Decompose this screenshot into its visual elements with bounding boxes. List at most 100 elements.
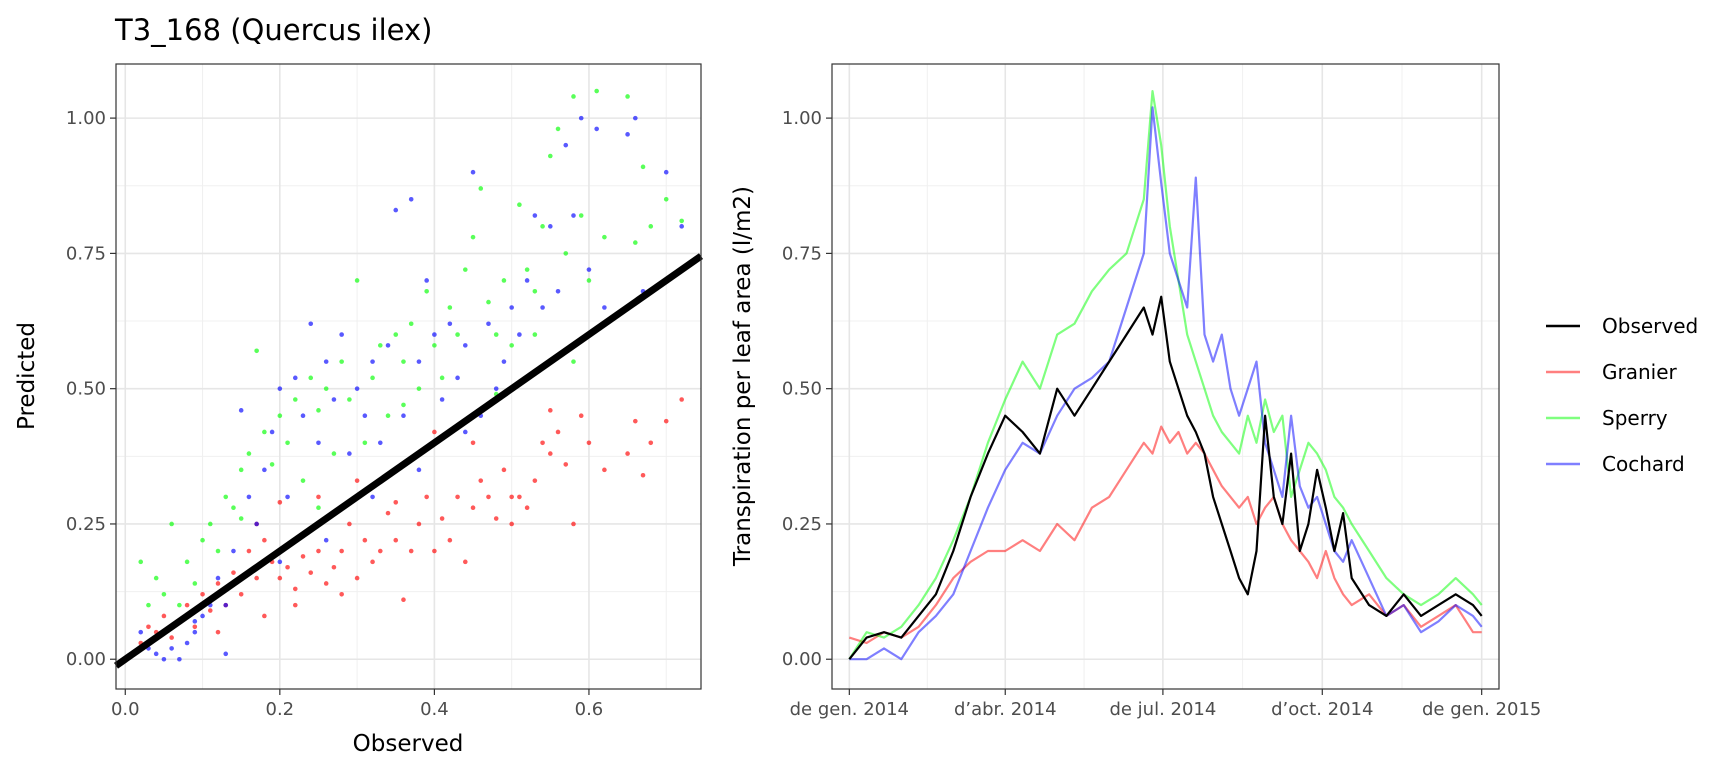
scatter-point-cochard <box>223 651 229 657</box>
scatter-point-granier <box>393 500 399 505</box>
scatter-x-axis-label: Observed <box>353 731 464 757</box>
scatter-point-granier <box>354 478 360 483</box>
scatter-point-sperry <box>447 305 453 310</box>
scatter-point-granier <box>679 397 684 402</box>
scatter-y-tick-label: 0.00 <box>66 649 106 670</box>
scatter-point-granier <box>262 613 267 619</box>
scatter-point-sperry <box>362 440 368 446</box>
scatter-point-sperry <box>323 386 329 391</box>
scatter-point-granier <box>648 440 654 446</box>
legend-item-granier: Granier <box>1546 360 1678 384</box>
scatter-point-cochard <box>555 288 561 294</box>
timeseries-major-grid <box>832 64 1499 689</box>
scatter-point-cochard <box>408 196 414 202</box>
scatter-point-granier <box>316 548 321 554</box>
scatter-point-sperry <box>594 88 599 94</box>
scatter-point-sperry <box>377 343 383 348</box>
timeseries-x-ticks: de gen. 2014 d’abr. 2014 de jul. 2014 d’oct… <box>790 689 1541 720</box>
legend-label: Observed <box>1602 314 1698 338</box>
scatter-point-granier <box>300 554 306 559</box>
scatter-plot-area <box>116 64 701 689</box>
scatter-point-cochard <box>509 305 514 310</box>
scatter-point-cochard <box>663 169 669 175</box>
timeseries-y-axis-label: Transpiration per leaf area (l/m2) <box>730 186 756 567</box>
scatter-point-sperry <box>648 224 654 229</box>
scatter-point-sperry <box>393 332 399 337</box>
timeseries-lines <box>848 90 1483 661</box>
scatter-point-granier <box>385 510 391 516</box>
scatter-point-cochard <box>246 494 252 500</box>
legend-item-observed: Observed <box>1546 314 1698 338</box>
scatter-point-granier <box>292 602 298 608</box>
scatter-point-granier <box>578 413 584 419</box>
scatter-point-granier <box>486 494 491 500</box>
scatter-point-granier <box>277 575 283 581</box>
scatter-point-granier <box>493 516 499 521</box>
scatter-point-cochard <box>578 115 584 121</box>
scatter-point-sperry <box>462 267 468 272</box>
scatter-point-cochard <box>439 397 445 402</box>
scatter-point-granier <box>462 559 468 565</box>
scatter-point-cochard <box>625 132 630 137</box>
scatter-point-cochard <box>292 375 298 381</box>
scatter-point-cochard <box>277 559 283 565</box>
scatter-point-sperry <box>385 413 391 419</box>
series-line-granier <box>848 425 1482 645</box>
scatter-point-cochard <box>138 629 144 635</box>
scatter-point-granier <box>501 467 507 473</box>
scatter-point-granier <box>370 559 375 565</box>
legend-item-sperry: Sperry <box>1546 406 1668 430</box>
timeseries-y-tick-label: 0.00 <box>782 649 822 670</box>
scatter-point-granier <box>339 592 344 597</box>
scatter-point-granier <box>339 548 344 554</box>
timeseries-x-tick-label: de gen. 2014 <box>790 699 909 720</box>
scatter-point-cochard <box>517 332 522 337</box>
scatter-point-cochard <box>192 629 198 635</box>
scatter-point-sperry <box>215 548 221 554</box>
scatter-point-sperry <box>432 343 437 348</box>
scatter-x-tick-label: 0.4 <box>420 699 449 720</box>
scatter-point-sperry <box>146 602 151 608</box>
scatter-point-granier <box>262 537 267 543</box>
scatter-point-cochard <box>455 375 460 381</box>
scatter-point-granier <box>478 478 484 483</box>
series-line-cochard <box>849 106 1483 661</box>
scatter-point-cochard <box>602 305 607 310</box>
scatter-point-granier <box>292 586 298 592</box>
legend-label: Granier <box>1602 360 1678 384</box>
scatter-point-cochard <box>548 224 553 229</box>
scatter-point-sperry <box>602 234 607 240</box>
scatter-point-granier <box>571 521 576 527</box>
scatter-point-sperry <box>493 332 499 337</box>
scatter-point-cochard <box>316 440 321 446</box>
scatter-point-granier <box>455 494 460 500</box>
scatter-point-granier <box>285 564 290 570</box>
scatter-point-sperry <box>640 164 646 170</box>
scatter-y-tick-label: 0.25 <box>66 514 106 535</box>
legend-label: Cochard <box>1602 452 1685 476</box>
scatter-point-sperry <box>254 348 259 354</box>
scatter-point-cochard <box>633 115 638 121</box>
scatter-point-granier <box>192 624 198 630</box>
scatter-point-cochard <box>586 267 592 272</box>
scatter-point-cochard <box>169 646 174 651</box>
scatter-point-sperry <box>262 429 267 435</box>
scatter-point-granier <box>447 537 453 543</box>
scatter-point-sperry <box>347 397 352 402</box>
scatter-point-cochard <box>594 126 599 132</box>
scatter-point-sperry <box>416 386 422 391</box>
scatter-point-cochard <box>416 467 422 473</box>
scatter-point-granier <box>238 592 244 597</box>
scatter-point-sperry <box>439 375 445 381</box>
scatter-point-sperry <box>578 213 584 218</box>
scatter-point-cochard <box>679 224 684 229</box>
scatter-point-granier <box>424 494 429 500</box>
timeseries-panel-border <box>831 63 1500 690</box>
scatter-point-sperry <box>246 451 252 456</box>
scatter-y-tick-label: 1.00 <box>66 108 106 129</box>
scatter-point-cochard <box>370 494 375 500</box>
scatter-point-cochard <box>385 343 391 348</box>
scatter-point-sperry <box>548 153 553 159</box>
series-line-observed <box>848 295 1483 660</box>
scatter-point-cochard <box>339 332 344 337</box>
